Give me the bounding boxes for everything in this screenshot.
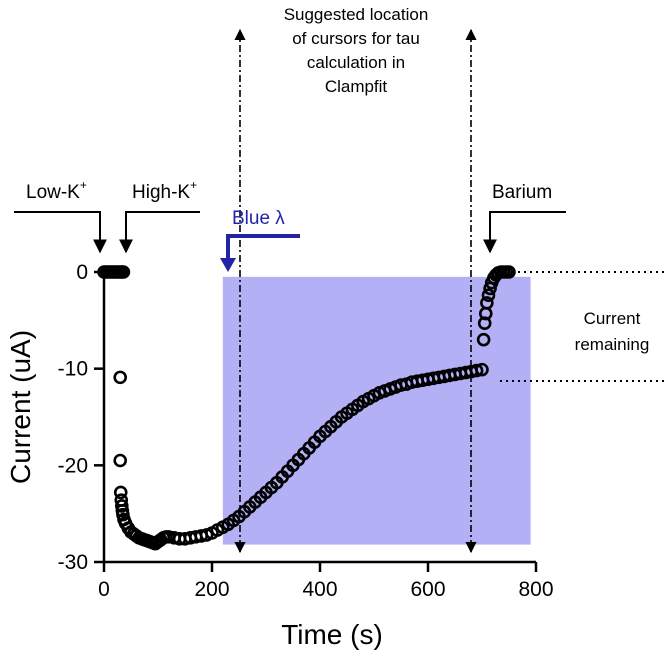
barium-annotation: Barium: [483, 182, 566, 254]
y-tick-label: -20: [58, 454, 88, 477]
data-point: [113, 485, 128, 500]
y-tick-label: -10: [58, 358, 88, 381]
current-remaining-label: Current remaining: [575, 309, 650, 354]
data-point: [476, 332, 491, 347]
x-ticks: 0 200 400 600 800: [98, 562, 554, 601]
data-point: [502, 265, 516, 279]
data-point: [113, 453, 127, 468]
svg-text:Suggested location: Suggested location: [284, 5, 429, 24]
data-points: [97, 265, 516, 551]
svg-text:Low-K+: Low-K+: [26, 178, 87, 203]
data-point: [116, 265, 131, 279]
svg-text:remaining: remaining: [575, 335, 650, 354]
x-tick-label: 200: [194, 578, 229, 601]
y-ticks: 0 -10 -20 -30: [58, 261, 104, 574]
svg-text:of cursors for tau: of cursors for tau: [292, 29, 420, 48]
y-axis-title: Current (uA): [5, 330, 36, 484]
data-point: [481, 288, 496, 303]
blue-light-annotation: Blue λ: [220, 208, 300, 272]
svg-text:Blue λ: Blue λ: [232, 208, 285, 229]
suggested-cursor-annotation: Suggested location of cursors for tau ca…: [284, 5, 429, 96]
x-tick-label: 400: [302, 578, 337, 601]
x-tick-label: 0: [98, 578, 110, 601]
low-k-annotation: Low-K+: [14, 178, 107, 254]
data-point: [115, 499, 129, 513]
y-tick-label: 0: [76, 261, 88, 284]
svg-text:Barium: Barium: [492, 182, 552, 203]
x-tick-label: 800: [518, 578, 553, 601]
svg-text:Clampfit: Clampfit: [325, 77, 388, 96]
y-tick-label: -30: [58, 551, 88, 574]
svg-text:High-K+: High-K+: [132, 178, 197, 203]
x-tick-label: 600: [410, 578, 445, 601]
data-point: [480, 296, 494, 310]
high-k-annotation: High-K+: [119, 178, 200, 254]
svg-text:Current: Current: [584, 309, 641, 328]
svg-text:calculation in: calculation in: [307, 53, 405, 72]
x-axis-title: Time (s): [281, 619, 383, 650]
data-point: [113, 370, 127, 385]
axes: 0 -10 -20 -30 0 200 400 600 800: [58, 261, 554, 601]
